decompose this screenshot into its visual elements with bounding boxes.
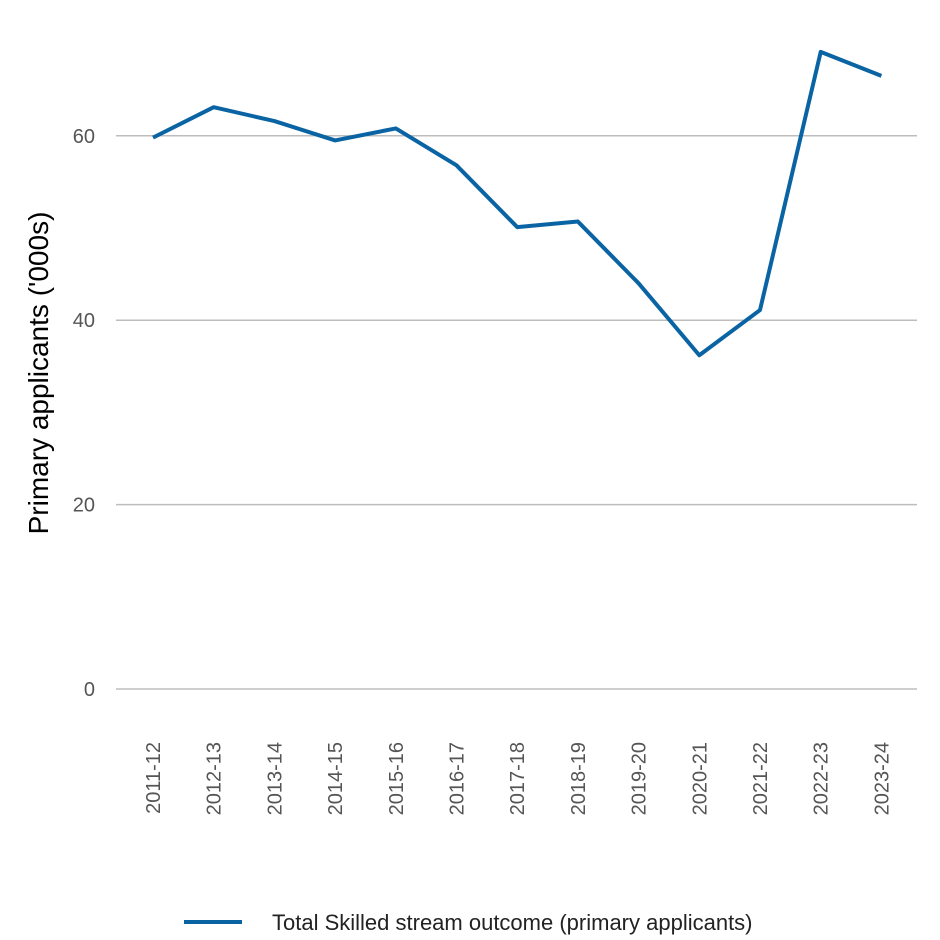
x-tick-label: 2012-13 xyxy=(204,742,226,815)
series-lines xyxy=(152,49,883,358)
y-axis-ticks: 0 20 40 60 xyxy=(73,126,95,701)
x-tick-label: 2020-21 xyxy=(689,742,711,815)
x-axis-ticks: 2011-12 2012-13 2013-14 2014-15 2015-16 2016-… xyxy=(143,742,893,815)
y-tick-label: 20 xyxy=(73,495,95,517)
series-line-0 xyxy=(152,49,883,358)
x-tick-label: 2014-15 xyxy=(325,742,347,815)
x-tick-label: 2011-12 xyxy=(143,742,165,814)
y-tick-label: 40 xyxy=(73,310,95,332)
y-tick-label: 60 xyxy=(73,126,95,148)
x-tick-label: 2021-22 xyxy=(750,742,772,815)
x-tick-label: 2019-20 xyxy=(629,742,651,815)
x-tick-label: 2013-14 xyxy=(264,742,286,815)
x-tick-label: 2018-19 xyxy=(568,742,590,815)
x-tick-label: 2015-16 xyxy=(386,742,408,815)
gridlines xyxy=(116,135,917,690)
y-tick-label: 0 xyxy=(84,679,95,701)
x-tick-label: 2016-17 xyxy=(447,742,469,815)
y-axis-title: Primary applicants ('000s) xyxy=(23,212,54,535)
x-tick-label: 2022-23 xyxy=(811,742,833,815)
legend: Total Skilled stream outcome (primary ap… xyxy=(184,910,753,935)
x-tick-label: 2023-24 xyxy=(871,742,893,815)
x-tick-label: 2017-18 xyxy=(507,742,529,815)
legend-label: Total Skilled stream outcome (primary ap… xyxy=(272,910,753,935)
